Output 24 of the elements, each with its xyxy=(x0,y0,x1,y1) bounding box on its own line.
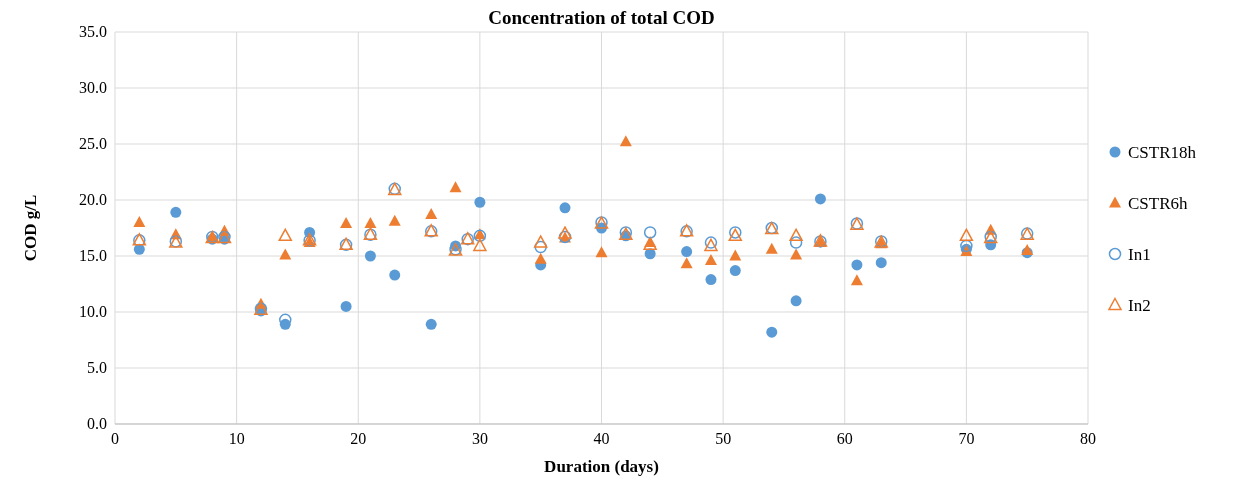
legend-label: In2 xyxy=(1128,296,1151,315)
y-tick-label: 0.0 xyxy=(87,415,107,432)
y-tick-label: 20.0 xyxy=(79,191,107,208)
x-axis-title: Duration (days) xyxy=(544,457,659,476)
x-tick-label: 20 xyxy=(350,430,367,447)
x-tick-label: 80 xyxy=(1080,430,1096,447)
legend-label: CSTR6h xyxy=(1128,194,1189,213)
x-tick-label: 30 xyxy=(471,430,488,447)
x-tick-label: 70 xyxy=(958,430,975,447)
y-tick-label: 10.0 xyxy=(79,303,107,320)
x-tick-label: 40 xyxy=(593,430,610,447)
legend-label: In1 xyxy=(1128,245,1151,264)
y-tick-label: 35.0 xyxy=(79,23,107,40)
y-axis-title: COD g/L xyxy=(21,194,40,262)
x-tick-label: 10 xyxy=(228,430,245,447)
x-tick-label: 60 xyxy=(836,430,853,447)
y-tick-label: 30.0 xyxy=(79,79,107,96)
y-tick-label: 5.0 xyxy=(87,359,107,376)
legend-label: CSTR18h xyxy=(1128,143,1197,162)
x-tick-label: 0 xyxy=(111,430,119,447)
y-tick-label: 15.0 xyxy=(79,247,107,264)
x-tick-label: 50 xyxy=(715,430,732,447)
y-tick-label: 25.0 xyxy=(79,135,107,152)
chart-title: Concentration of total COD xyxy=(488,7,715,28)
